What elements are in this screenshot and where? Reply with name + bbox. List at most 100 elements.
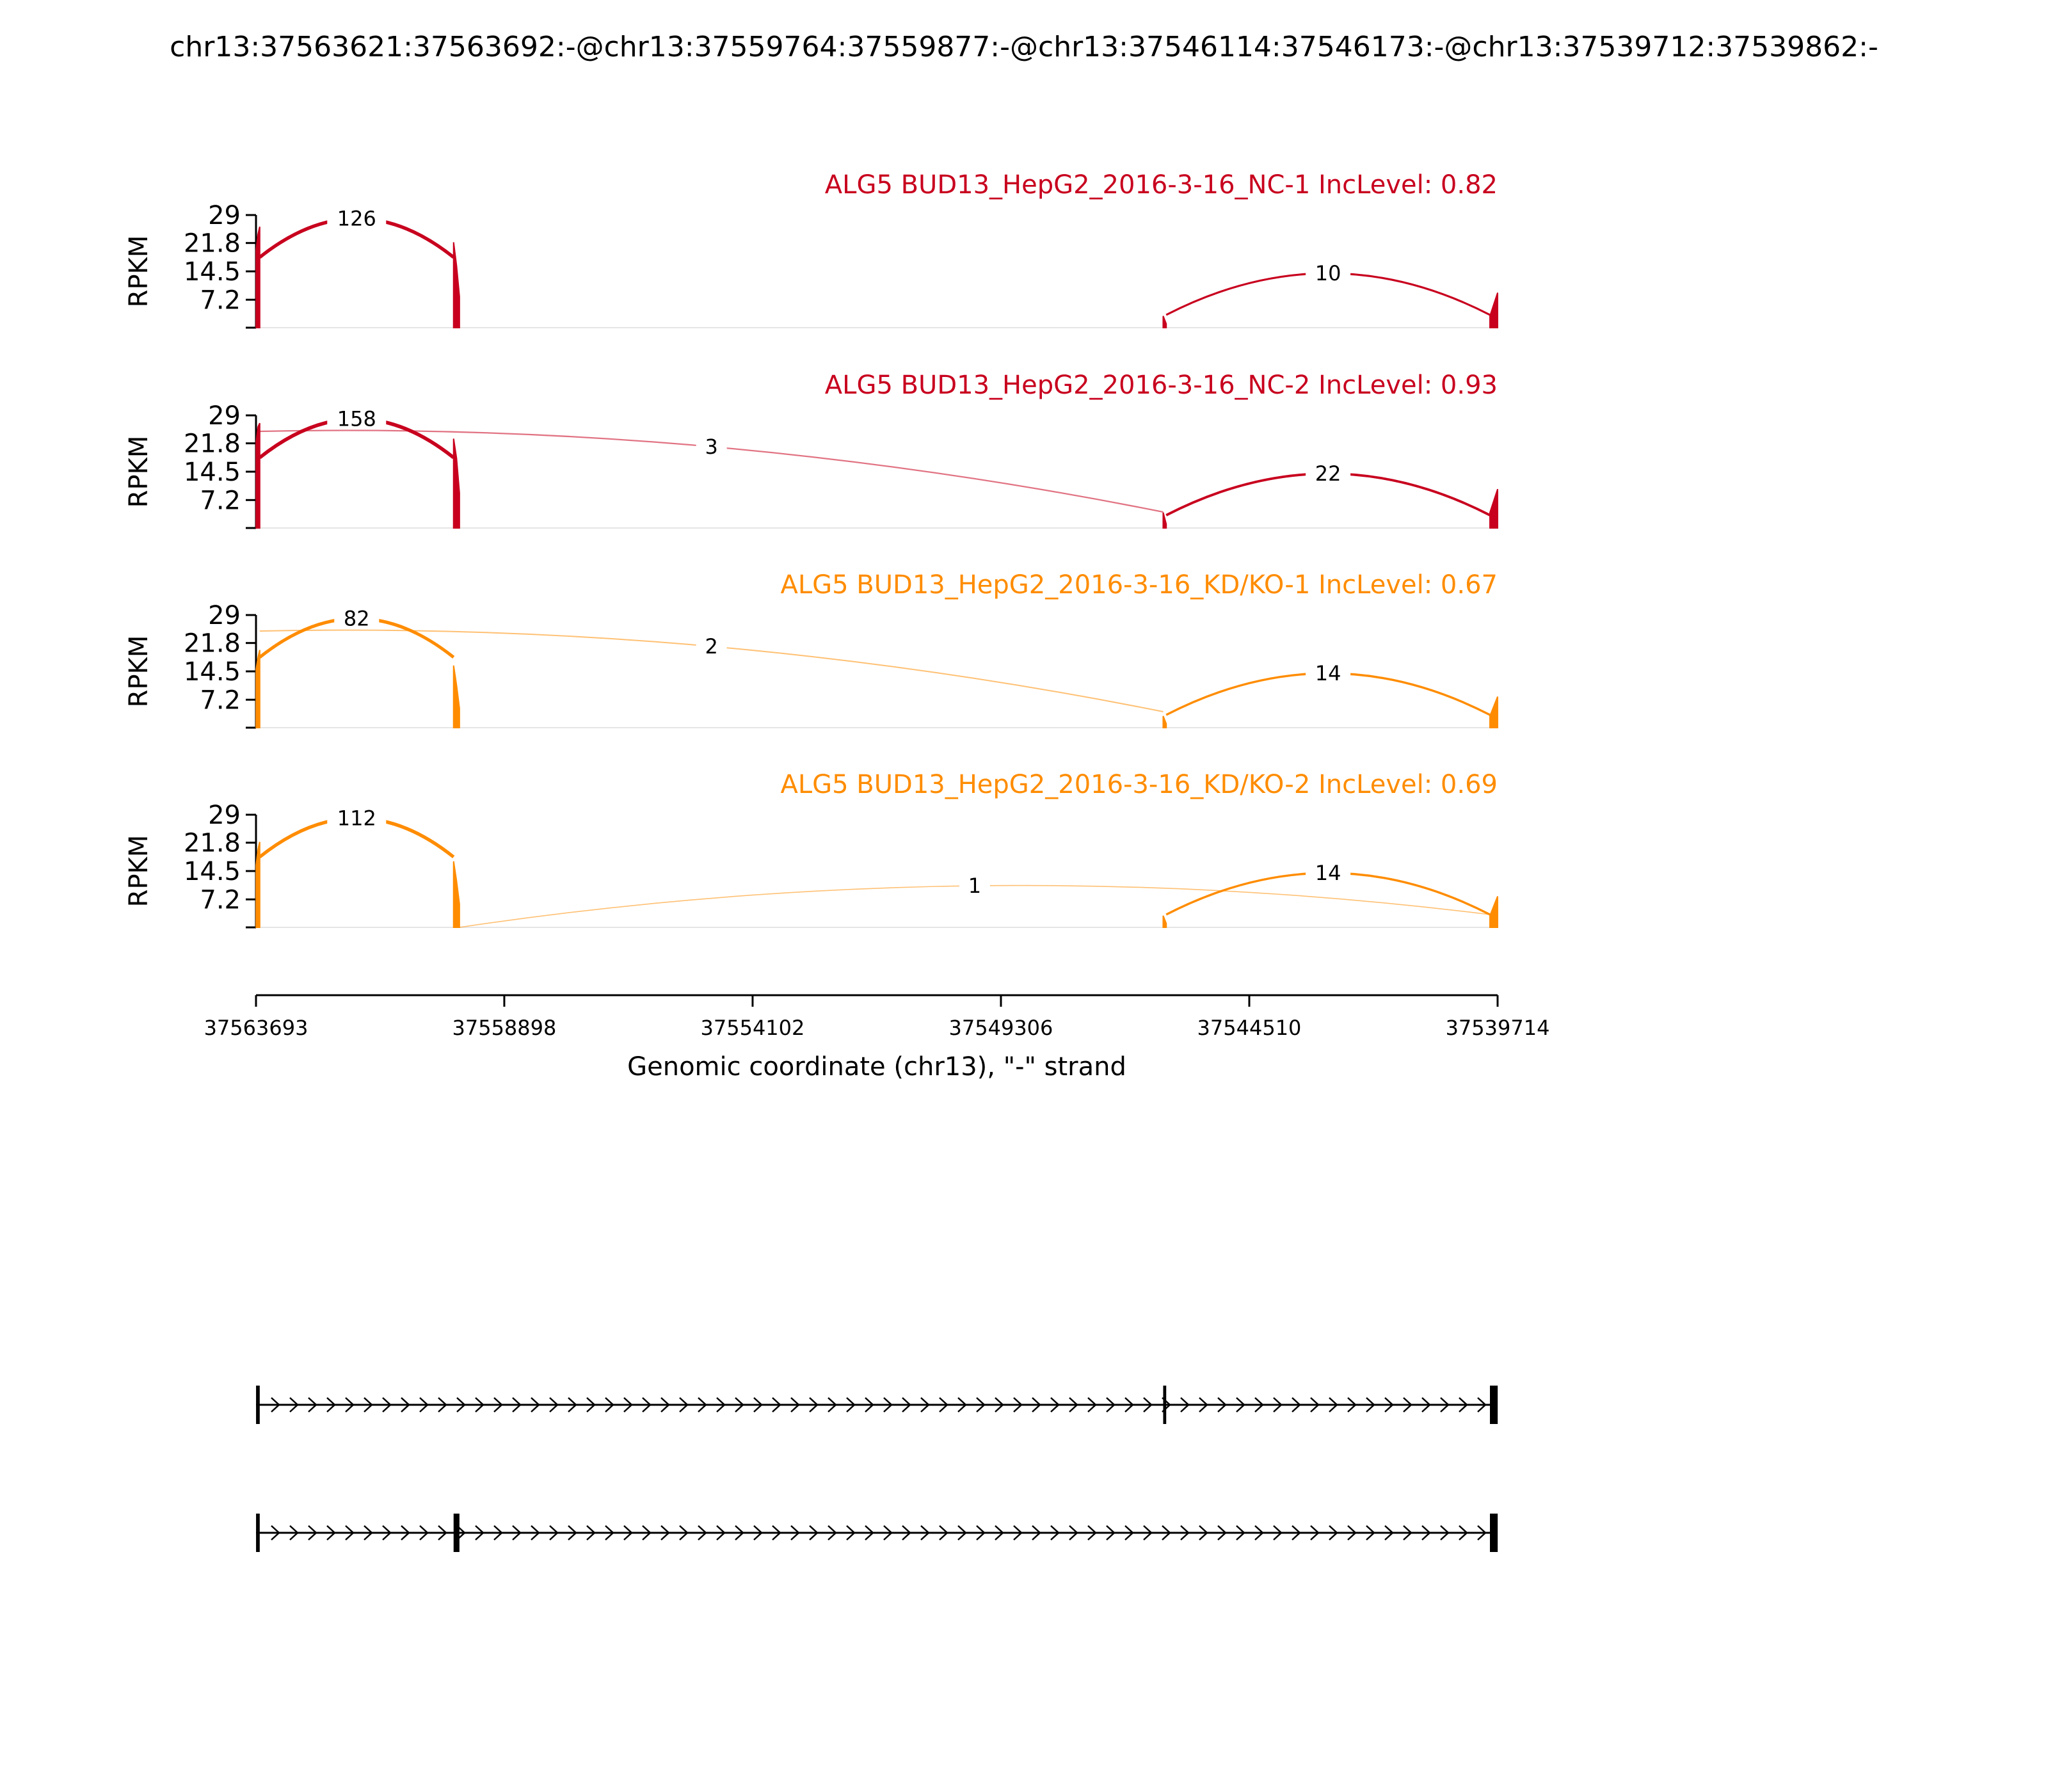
strand-chevron: [698, 1525, 707, 1540]
y-tick-label: 29: [208, 201, 241, 230]
strand-chevron: [735, 1525, 744, 1540]
strand-chevron: [289, 1397, 299, 1412]
strand-chevron: [772, 1397, 781, 1412]
strand-chevron: [1236, 1525, 1245, 1540]
strand-chevron: [568, 1525, 577, 1540]
isoform-tracks: [256, 1386, 1498, 1552]
strand-chevron: [883, 1525, 893, 1540]
strand-chevron: [1013, 1397, 1023, 1412]
strand-chevron: [679, 1525, 689, 1540]
y-tick-label: 29: [208, 601, 241, 630]
junction-label: 14: [1315, 661, 1341, 685]
junction-label-bg: [327, 804, 387, 833]
junction-label: 1: [968, 874, 981, 898]
strand-chevron: [1366, 1397, 1375, 1412]
x-axis: 37563693 37558898 37554102 37549306 37544510…: [204, 994, 1549, 1082]
strand-chevron: [401, 1525, 410, 1540]
strand-chevron: [475, 1525, 484, 1540]
isoform-exon-2: [1163, 1386, 1167, 1424]
y-tick-label: 29: [208, 401, 241, 431]
strand-chevron: [1421, 1525, 1431, 1540]
strand-chevron: [735, 1397, 744, 1412]
strand-chevron: [883, 1397, 893, 1412]
strand-chevron: [1087, 1397, 1097, 1412]
strand-chevron: [1403, 1397, 1412, 1412]
panel-label: ALG5 BUD13_HepG2_2016-3-16_NC-2 IncLevel…: [825, 371, 1498, 400]
x-tick-label: 37549306: [949, 1016, 1053, 1040]
strand-chevron: [493, 1525, 503, 1540]
x-tick-label: 37544510: [1197, 1016, 1302, 1040]
y-axis-label: RPKM: [124, 436, 154, 508]
strand-chevron: [512, 1525, 522, 1540]
strand-chevron: [605, 1525, 614, 1540]
strand-chevron: [1124, 1525, 1134, 1540]
strand-chevron: [660, 1397, 670, 1412]
strand-chevron: [623, 1525, 633, 1540]
coverage-block-3: [1162, 316, 1167, 328]
isoform-exon-3: [1490, 1514, 1498, 1552]
junction-label: 126: [337, 207, 376, 231]
strand-chevron: [549, 1525, 559, 1540]
x-tick-label: 37554102: [701, 1016, 805, 1040]
strand-chevron: [660, 1525, 670, 1540]
strand-chevron: [345, 1525, 355, 1540]
x-axis-ticks: 37563693 37558898 37554102 37549306 37544510…: [204, 995, 1549, 1040]
strand-chevron: [809, 1525, 819, 1540]
strand-chevron: [976, 1525, 986, 1540]
strand-chevron: [1162, 1525, 1171, 1540]
strand-chevron: [1310, 1525, 1320, 1540]
y-axis-label: RPKM: [124, 636, 154, 708]
coverage-block-2: [452, 665, 460, 728]
coverage-block-2: [452, 861, 460, 928]
strand-chevron: [1217, 1397, 1227, 1412]
strand-chevron: [382, 1397, 392, 1412]
strand-chevron: [1069, 1397, 1078, 1412]
junction-label: 14: [1315, 861, 1341, 885]
y-tick-label: 21.8: [184, 829, 241, 858]
isoform-exon-1: [256, 1514, 260, 1552]
strand-chevron: [809, 1397, 819, 1412]
coverage-block-2: [452, 242, 460, 328]
x-tick-label: 37563693: [204, 1016, 308, 1040]
junction-label: 2: [705, 634, 717, 659]
strand-chevron: [1329, 1525, 1338, 1540]
coverage-block-1: [255, 226, 260, 328]
strand-chevron: [790, 1397, 800, 1412]
strand-chevron: [1199, 1525, 1208, 1540]
panel-label: ALG5 BUD13_HepG2_2016-3-16_KD/KO-1 IncLe…: [781, 570, 1498, 600]
strand-chevron: [1013, 1525, 1023, 1540]
strand-chevron: [1403, 1525, 1412, 1540]
coverage-block-3: [1162, 915, 1167, 928]
strand-chevron: [846, 1525, 856, 1540]
strand-chevron: [1143, 1525, 1153, 1540]
strand-chevron: [1143, 1397, 1153, 1412]
junction-label-bg: [1306, 659, 1351, 687]
strand-chevron: [289, 1525, 299, 1540]
strand-chevron: [456, 1525, 466, 1540]
coverage-block-4: [1489, 292, 1498, 328]
strand-chevron: [1347, 1525, 1357, 1540]
coverage-block-4: [1489, 696, 1498, 728]
strand-chevron: [531, 1525, 540, 1540]
strand-chevron: [1421, 1397, 1431, 1412]
strand-chevron: [1087, 1525, 1097, 1540]
strand-chevron: [1459, 1525, 1468, 1540]
strand-chevron: [920, 1525, 930, 1540]
strand-chevron: [438, 1397, 447, 1412]
strand-chevron: [1310, 1397, 1320, 1412]
strand-chevron: [939, 1397, 948, 1412]
isoform-track-2: [256, 1514, 1498, 1552]
junction-label-bg: [1306, 859, 1351, 887]
strand-chevron: [902, 1525, 911, 1540]
junction-label-bg: [327, 204, 387, 233]
isoform-exon-2: [453, 1514, 460, 1552]
strand-chevron: [1273, 1525, 1283, 1540]
strand-chevron: [364, 1525, 373, 1540]
strand-chevron: [308, 1397, 317, 1412]
strand-chevron: [939, 1525, 948, 1540]
panel-label: ALG5 BUD13_HepG2_2016-3-16_NC-1 IncLevel…: [825, 170, 1498, 200]
strand-chevron: [512, 1397, 522, 1412]
strand-chevron: [995, 1525, 1004, 1540]
strand-chevron: [1254, 1525, 1264, 1540]
